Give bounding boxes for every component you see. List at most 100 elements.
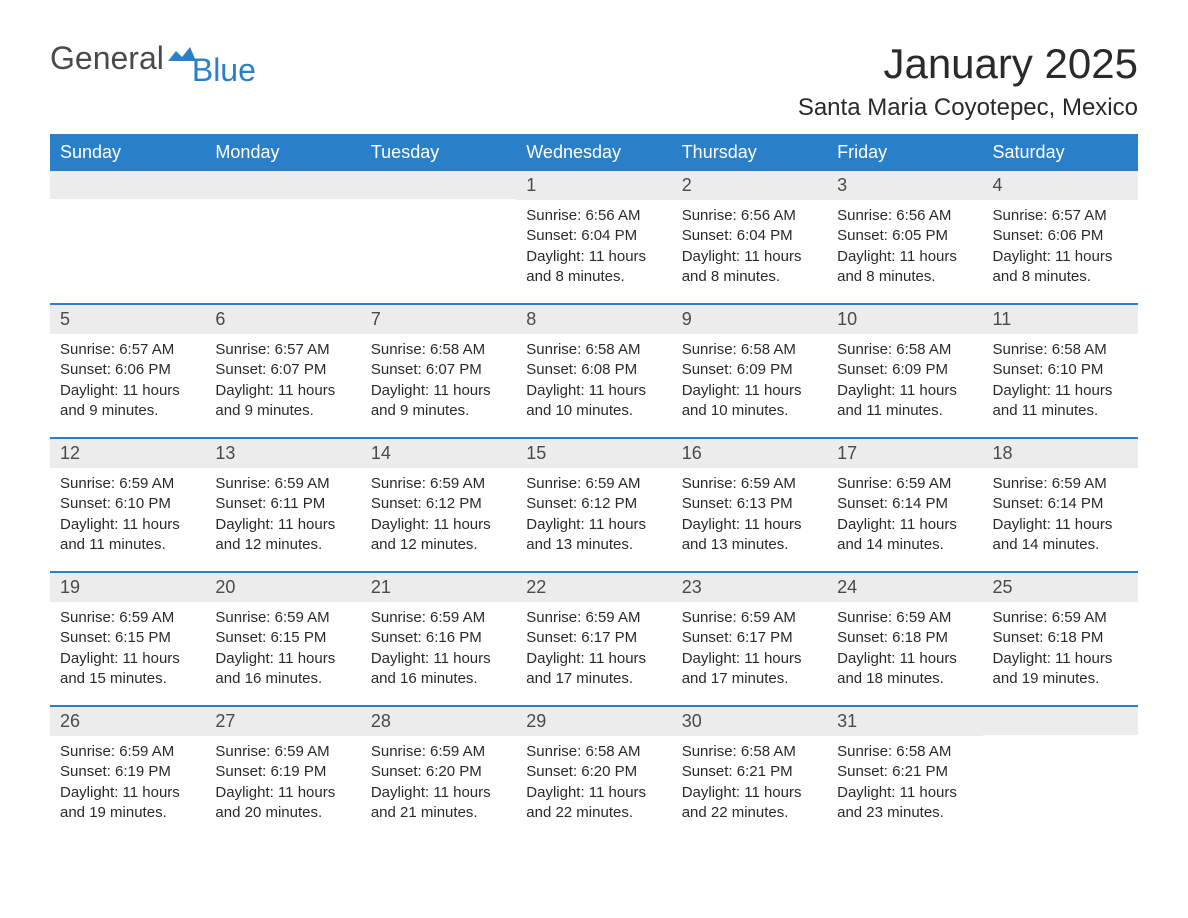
sunset-text: Sunset: 6:20 PM (371, 762, 506, 782)
daylight-text: Daylight: 11 hours and 8 minutes. (682, 247, 817, 288)
sunset-text: Sunset: 6:18 PM (993, 628, 1128, 648)
calendar-day-cell: 25Sunrise: 6:59 AMSunset: 6:18 PMDayligh… (983, 572, 1138, 706)
weekday-header: Monday (205, 134, 360, 171)
day-number: 28 (361, 707, 516, 736)
calendar-day-cell: 27Sunrise: 6:59 AMSunset: 6:19 PMDayligh… (205, 706, 360, 839)
day-content: Sunrise: 6:59 AMSunset: 6:19 PMDaylight:… (50, 736, 205, 839)
day-content: Sunrise: 6:57 AMSunset: 6:07 PMDaylight:… (205, 334, 360, 437)
day-content: Sunrise: 6:58 AMSunset: 6:08 PMDaylight:… (516, 334, 671, 437)
day-number: 17 (827, 439, 982, 468)
day-number: 21 (361, 573, 516, 602)
sunset-text: Sunset: 6:21 PM (837, 762, 972, 782)
sunset-text: Sunset: 6:20 PM (526, 762, 661, 782)
calendar-day-cell: 20Sunrise: 6:59 AMSunset: 6:15 PMDayligh… (205, 572, 360, 706)
day-content: Sunrise: 6:59 AMSunset: 6:12 PMDaylight:… (516, 468, 671, 571)
day-content: Sunrise: 6:59 AMSunset: 6:15 PMDaylight:… (50, 602, 205, 705)
calendar-week-row: 26Sunrise: 6:59 AMSunset: 6:19 PMDayligh… (50, 706, 1138, 839)
sunset-text: Sunset: 6:17 PM (526, 628, 661, 648)
calendar-day-cell: 18Sunrise: 6:59 AMSunset: 6:14 PMDayligh… (983, 438, 1138, 572)
sunset-text: Sunset: 6:09 PM (837, 360, 972, 380)
day-content-empty (205, 199, 360, 299)
sunset-text: Sunset: 6:04 PM (682, 226, 817, 246)
day-content: Sunrise: 6:57 AMSunset: 6:06 PMDaylight:… (50, 334, 205, 437)
day-content: Sunrise: 6:59 AMSunset: 6:15 PMDaylight:… (205, 602, 360, 705)
sunrise-text: Sunrise: 6:59 AM (215, 608, 350, 628)
daylight-text: Daylight: 11 hours and 12 minutes. (215, 515, 350, 556)
day-number: 24 (827, 573, 982, 602)
sunrise-text: Sunrise: 6:58 AM (837, 340, 972, 360)
day-number: 8 (516, 305, 671, 334)
daylight-text: Daylight: 11 hours and 9 minutes. (215, 381, 350, 422)
calendar-day-cell: 21Sunrise: 6:59 AMSunset: 6:16 PMDayligh… (361, 572, 516, 706)
day-content: Sunrise: 6:56 AMSunset: 6:04 PMDaylight:… (516, 200, 671, 303)
sunrise-text: Sunrise: 6:59 AM (60, 474, 195, 494)
calendar-body: 1Sunrise: 6:56 AMSunset: 6:04 PMDaylight… (50, 171, 1138, 839)
day-number-empty (361, 171, 516, 199)
page-header: General Blue January 2025 Santa Maria Co… (50, 40, 1138, 122)
daylight-text: Daylight: 11 hours and 16 minutes. (371, 649, 506, 690)
day-number: 13 (205, 439, 360, 468)
calendar-day-cell: 1Sunrise: 6:56 AMSunset: 6:04 PMDaylight… (516, 171, 671, 304)
sunrise-text: Sunrise: 6:59 AM (682, 474, 817, 494)
daylight-text: Daylight: 11 hours and 10 minutes. (682, 381, 817, 422)
day-number-empty (983, 707, 1138, 735)
daylight-text: Daylight: 11 hours and 17 minutes. (526, 649, 661, 690)
calendar-week-row: 1Sunrise: 6:56 AMSunset: 6:04 PMDaylight… (50, 171, 1138, 304)
sunrise-text: Sunrise: 6:58 AM (526, 742, 661, 762)
weekday-header: Friday (827, 134, 982, 171)
calendar-day-cell (205, 171, 360, 304)
day-content-empty (50, 199, 205, 299)
day-number: 26 (50, 707, 205, 736)
sunrise-text: Sunrise: 6:56 AM (682, 206, 817, 226)
sunrise-text: Sunrise: 6:59 AM (371, 474, 506, 494)
weekday-header: Thursday (672, 134, 827, 171)
calendar-table: SundayMondayTuesdayWednesdayThursdayFrid… (50, 134, 1138, 839)
day-content: Sunrise: 6:59 AMSunset: 6:14 PMDaylight:… (827, 468, 982, 571)
daylight-text: Daylight: 11 hours and 15 minutes. (60, 649, 195, 690)
sunset-text: Sunset: 6:14 PM (993, 494, 1128, 514)
daylight-text: Daylight: 11 hours and 13 minutes. (526, 515, 661, 556)
calendar-day-cell (983, 706, 1138, 839)
calendar-day-cell: 17Sunrise: 6:59 AMSunset: 6:14 PMDayligh… (827, 438, 982, 572)
day-content-empty (983, 735, 1138, 835)
day-number: 7 (361, 305, 516, 334)
day-content: Sunrise: 6:58 AMSunset: 6:21 PMDaylight:… (672, 736, 827, 839)
daylight-text: Daylight: 11 hours and 13 minutes. (682, 515, 817, 556)
sunrise-text: Sunrise: 6:58 AM (837, 742, 972, 762)
sunrise-text: Sunrise: 6:58 AM (526, 340, 661, 360)
day-content: Sunrise: 6:59 AMSunset: 6:10 PMDaylight:… (50, 468, 205, 571)
day-number: 6 (205, 305, 360, 334)
day-number: 4 (983, 171, 1138, 200)
day-number: 10 (827, 305, 982, 334)
calendar-day-cell: 4Sunrise: 6:57 AMSunset: 6:06 PMDaylight… (983, 171, 1138, 304)
sunset-text: Sunset: 6:17 PM (682, 628, 817, 648)
sunrise-text: Sunrise: 6:59 AM (60, 742, 195, 762)
day-number: 30 (672, 707, 827, 736)
sunrise-text: Sunrise: 6:56 AM (526, 206, 661, 226)
day-number: 12 (50, 439, 205, 468)
calendar-header-row: SundayMondayTuesdayWednesdayThursdayFrid… (50, 134, 1138, 171)
daylight-text: Daylight: 11 hours and 21 minutes. (371, 783, 506, 824)
sunset-text: Sunset: 6:12 PM (371, 494, 506, 514)
calendar-day-cell (361, 171, 516, 304)
day-content: Sunrise: 6:58 AMSunset: 6:09 PMDaylight:… (672, 334, 827, 437)
day-content: Sunrise: 6:58 AMSunset: 6:07 PMDaylight:… (361, 334, 516, 437)
weekday-header: Wednesday (516, 134, 671, 171)
day-content: Sunrise: 6:59 AMSunset: 6:17 PMDaylight:… (672, 602, 827, 705)
day-content: Sunrise: 6:59 AMSunset: 6:12 PMDaylight:… (361, 468, 516, 571)
logo: General Blue (50, 40, 260, 77)
sunrise-text: Sunrise: 6:59 AM (993, 474, 1128, 494)
daylight-text: Daylight: 11 hours and 8 minutes. (526, 247, 661, 288)
daylight-text: Daylight: 11 hours and 8 minutes. (837, 247, 972, 288)
day-number: 18 (983, 439, 1138, 468)
sunset-text: Sunset: 6:19 PM (60, 762, 195, 782)
calendar-day-cell: 16Sunrise: 6:59 AMSunset: 6:13 PMDayligh… (672, 438, 827, 572)
calendar-day-cell: 3Sunrise: 6:56 AMSunset: 6:05 PMDaylight… (827, 171, 982, 304)
daylight-text: Daylight: 11 hours and 11 minutes. (993, 381, 1128, 422)
sunrise-text: Sunrise: 6:59 AM (60, 608, 195, 628)
weekday-header: Sunday (50, 134, 205, 171)
daylight-text: Daylight: 11 hours and 18 minutes. (837, 649, 972, 690)
day-number: 27 (205, 707, 360, 736)
sunset-text: Sunset: 6:05 PM (837, 226, 972, 246)
sunset-text: Sunset: 6:04 PM (526, 226, 661, 246)
